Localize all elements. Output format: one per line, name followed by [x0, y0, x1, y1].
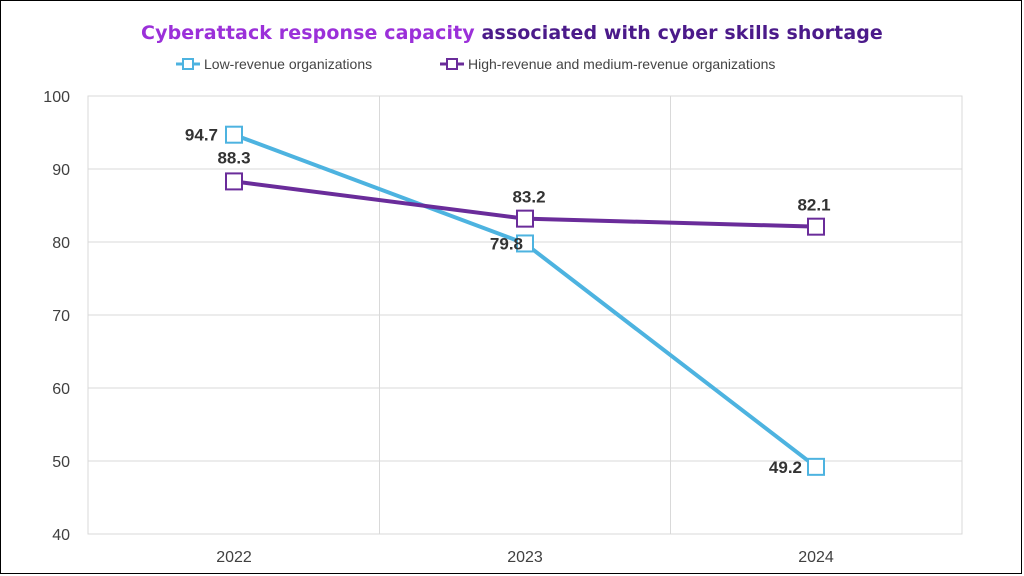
data-label: 88.3 [217, 148, 250, 167]
legend-swatch-marker [446, 58, 458, 70]
data-point-marker [807, 217, 825, 236]
x-tick-label: 2023 [507, 549, 543, 566]
y-tick-label: 80 [52, 235, 70, 252]
data-point-marker [225, 172, 243, 191]
data-point-marker [807, 457, 825, 476]
data-label: 49.2 [769, 458, 802, 477]
y-tick-label: 60 [52, 381, 70, 398]
chart-title-highlight: Cyberattack response capacity [141, 22, 475, 44]
chart-title: Cyberattack response capacity associated… [0, 22, 1024, 44]
legend-label: Low-revenue organizations [204, 56, 372, 72]
y-tick-label: 90 [52, 162, 70, 179]
x-tick-label: 2024 [798, 549, 834, 566]
x-tick-label: 2022 [216, 549, 252, 566]
legend-swatch-marker [182, 58, 194, 70]
data-label: 82.1 [797, 196, 830, 215]
data-point-marker [516, 234, 534, 253]
data-point-marker [516, 209, 534, 228]
data-point-marker [225, 125, 243, 144]
y-tick-label: 100 [43, 89, 70, 106]
y-tick-label: 40 [52, 527, 70, 544]
chart-title-rest: associated with cyber skills shortage [481, 22, 883, 44]
data-label: 79.8 [490, 234, 523, 253]
data-label: 94.7 [185, 126, 218, 145]
y-tick-label: 50 [52, 454, 70, 471]
series-line [233, 132, 818, 469]
legend-label: High-revenue and medium-revenue organiza… [468, 56, 775, 72]
y-tick-label: 70 [52, 308, 70, 325]
data-label: 83.2 [512, 188, 545, 207]
